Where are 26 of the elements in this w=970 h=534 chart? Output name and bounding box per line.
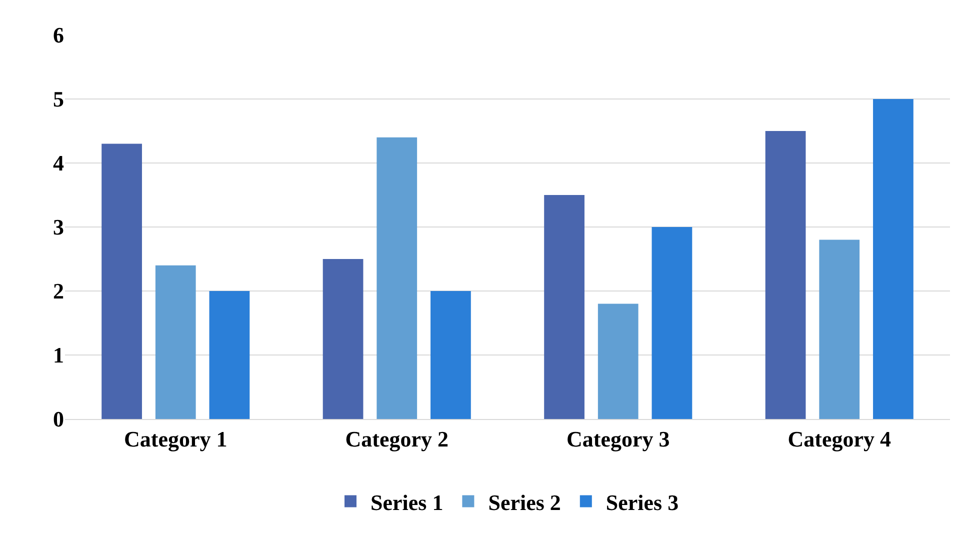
bar — [155, 265, 196, 419]
y-tick-label: 5 — [53, 86, 64, 112]
bar — [102, 144, 142, 419]
legend-label: Series 2 — [488, 490, 561, 515]
bar — [209, 291, 250, 419]
legend-label: Series 3 — [606, 490, 679, 515]
y-tick-label: 2 — [53, 278, 64, 304]
x-tick-label: Category 2 — [345, 426, 449, 452]
bar — [873, 99, 914, 419]
bar — [819, 240, 860, 419]
x-tick-label: Category 4 — [788, 426, 892, 452]
y-tick-label: 6 — [53, 22, 64, 48]
y-tick-label: 1 — [53, 342, 64, 368]
y-tick-label: 4 — [53, 150, 64, 176]
bar — [322, 259, 364, 419]
y-tick-label: 0 — [53, 406, 64, 432]
x-tick-label: Category 3 — [566, 426, 670, 452]
bar — [544, 195, 584, 419]
bar — [430, 291, 471, 419]
y-tick-label: 3 — [53, 214, 64, 240]
bar — [652, 227, 692, 419]
bar — [376, 137, 418, 419]
x-tick-label: Category 1 — [124, 426, 228, 452]
bar — [598, 304, 638, 419]
bar — [765, 131, 806, 419]
legend-label: Series 1 — [370, 490, 444, 515]
